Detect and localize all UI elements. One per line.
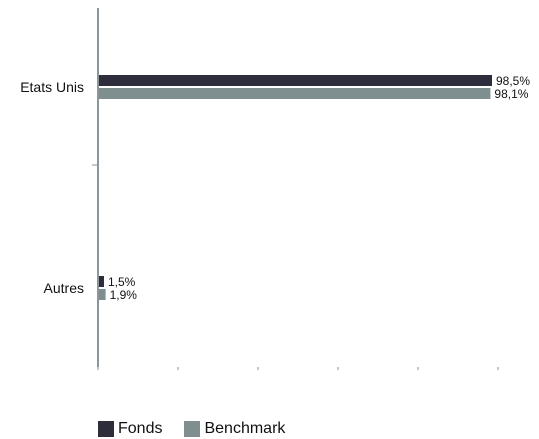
bar-fonds xyxy=(99,276,104,287)
chart-bars xyxy=(99,75,492,300)
legend-item-fonds: Fonds xyxy=(98,420,162,438)
category-label: Autres xyxy=(44,280,84,296)
legend-swatch-fonds xyxy=(98,421,114,437)
legend-swatch-benchmark xyxy=(184,421,201,437)
data-label: 98,1% xyxy=(494,87,528,101)
chart-legend: Fonds Benchmark xyxy=(98,420,285,438)
bar-benchmark xyxy=(99,88,491,99)
legend-label-benchmark: Benchmark xyxy=(204,420,286,437)
bar-fonds xyxy=(99,75,492,86)
chart-labels: Etats Unis 98,5%98,1% Autres 1,5%1,9% xyxy=(20,74,530,302)
legend-label-fonds: Fonds xyxy=(118,420,163,437)
legend-item-benchmark: Benchmark xyxy=(184,420,285,438)
data-label: 1,9% xyxy=(110,288,138,302)
chart-axes xyxy=(92,8,499,370)
category-label: Etats Unis xyxy=(20,79,84,95)
data-label: 1,5% xyxy=(108,275,136,289)
bar-benchmark xyxy=(99,289,106,300)
bar-chart: Etats Unis 98,5%98,1% Autres 1,5%1,9% xyxy=(20,8,530,370)
data-label: 98,5% xyxy=(496,74,530,88)
